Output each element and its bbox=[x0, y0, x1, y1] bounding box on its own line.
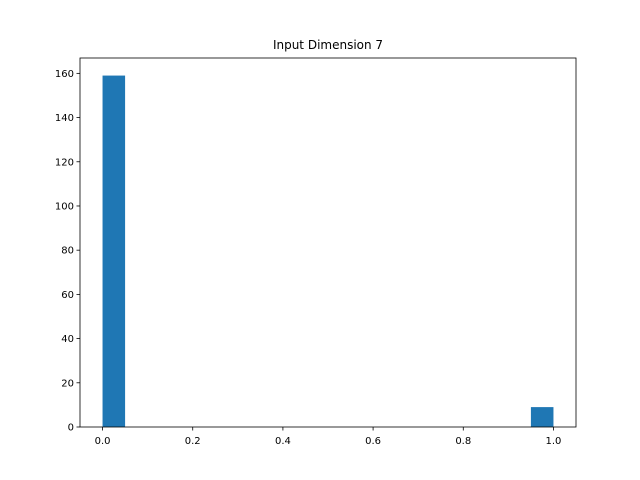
y-tick-label: 120 bbox=[55, 157, 74, 168]
x-tick-label: 0.0 bbox=[95, 436, 111, 447]
y-tick-label: 40 bbox=[61, 334, 74, 345]
y-tick-label: 140 bbox=[55, 113, 74, 124]
x-tick-label: 0.4 bbox=[275, 436, 291, 447]
x-tick-label: 0.8 bbox=[455, 436, 471, 447]
y-tick-label: 20 bbox=[61, 378, 74, 389]
y-tick-label: 0 bbox=[68, 423, 74, 434]
x-tick-label: 0.2 bbox=[185, 436, 201, 447]
y-tick-label: 60 bbox=[61, 290, 74, 301]
x-tick-label: 0.6 bbox=[365, 436, 381, 447]
plot-frame bbox=[79, 57, 577, 428]
bar bbox=[530, 407, 554, 427]
x-tick-label: 1.0 bbox=[546, 436, 562, 447]
y-tick-label: 160 bbox=[55, 69, 74, 80]
y-tick-label: 80 bbox=[61, 246, 74, 257]
bar bbox=[102, 75, 126, 428]
y-tick-label: 100 bbox=[55, 201, 74, 212]
chart-title: Input Dimension 7 bbox=[273, 38, 383, 52]
